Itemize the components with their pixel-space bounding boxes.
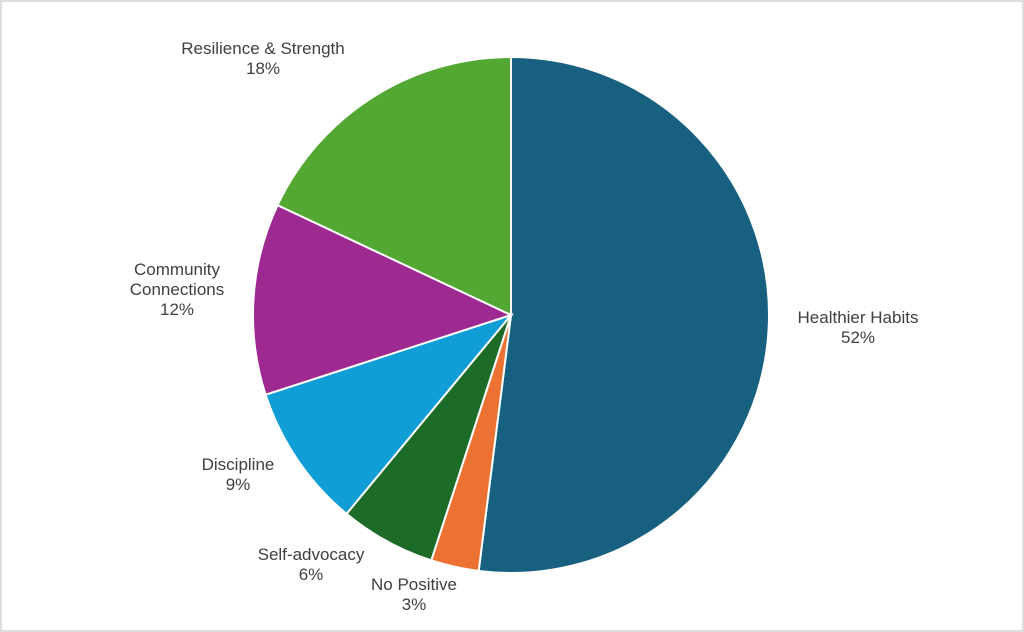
pie-slice-resilience-strength (276, 55, 512, 317)
pie-labels: Healthier Habits 52% No Positive 3%Self-adv… (130, 39, 919, 614)
pie-slice-community-connections (252, 203, 514, 396)
slice-label: Community Connections 12% (130, 260, 225, 319)
slice-label: No Positive 3% (371, 575, 457, 614)
pie-slices (252, 55, 770, 574)
slice-label: Self-advocacy 6% (258, 545, 365, 584)
pie-slice-discipline (264, 312, 514, 516)
slice-label: Healthier Habits 52% (798, 308, 919, 347)
slice-label: Discipline 9% (202, 455, 275, 494)
slice-label: Resilience & Strength 18% (181, 39, 344, 78)
pie-slice-healthier-habits (477, 55, 770, 574)
